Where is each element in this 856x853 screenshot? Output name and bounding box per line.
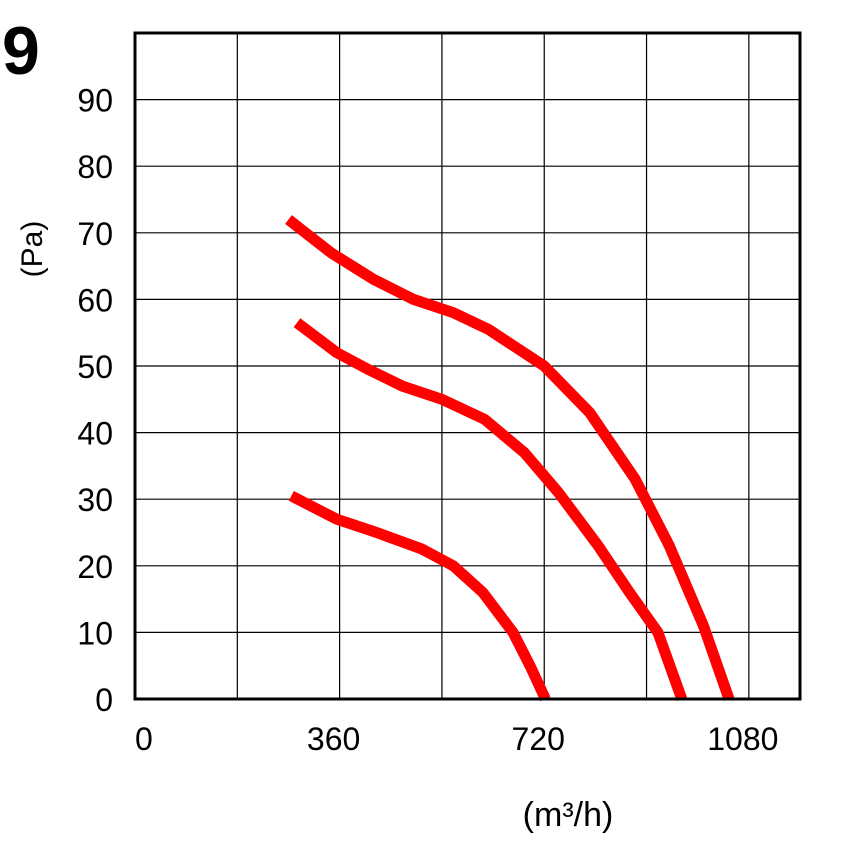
chart-title: 9 xyxy=(2,13,40,89)
series-line-1 xyxy=(285,215,735,701)
series-layer xyxy=(285,215,735,702)
series-line-3 xyxy=(288,491,551,702)
y-tick-label: 90 xyxy=(77,83,113,119)
plot-frame xyxy=(133,31,802,701)
x-tick-label: 0 xyxy=(135,721,153,757)
x-tick-label: 360 xyxy=(307,721,360,757)
y-tick-label: 10 xyxy=(77,615,113,651)
y-axis-label: (Pa) xyxy=(16,221,49,278)
y-tick-label: 70 xyxy=(77,216,113,252)
y-tick-label: 40 xyxy=(77,416,113,452)
x-tick-label: 1080 xyxy=(707,721,778,757)
y-tick-label: 0 xyxy=(95,682,113,718)
y-tick-label: 80 xyxy=(77,149,113,185)
y-tick-label: 20 xyxy=(77,549,113,585)
y-tick-label: 50 xyxy=(77,349,113,385)
series-line-2 xyxy=(293,318,687,701)
x-tick-label: 720 xyxy=(512,721,565,757)
y-tick-labels: 0 10 20 30 40 50 60 70 80 90 xyxy=(77,83,113,718)
x-tick-labels: 0 360 720 1080 xyxy=(135,721,778,757)
y-tick-label: 30 xyxy=(77,482,113,518)
y-tick-label: 60 xyxy=(77,282,113,318)
grid xyxy=(134,32,801,700)
x-axis-label: (m³/h) xyxy=(523,796,614,834)
